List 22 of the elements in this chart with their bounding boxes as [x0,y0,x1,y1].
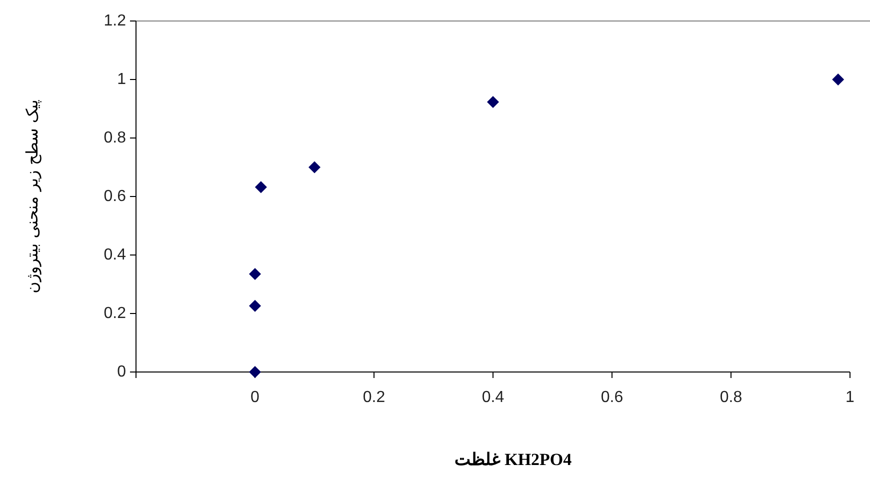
point [249,366,261,378]
y-tick-label: 0.8 [104,130,126,146]
point [254,181,267,194]
y-axis-title: پیک سطح زیر منحنی بیتروژن [22,100,42,294]
y-tick-label: 0.6 [104,188,126,205]
point [249,268,261,280]
y-tick-label: 0 [117,364,126,380]
y-tick-label: 1 [117,71,126,88]
x-tick-label: 0.6 [600,389,624,406]
x-axis-title: غلظت KH2PO4 [454,450,572,469]
y-tick-label: 0.2 [104,305,126,322]
point [249,300,261,312]
point [487,96,499,108]
x-tick-label: 0.2 [362,389,386,406]
x-tick-label: 0.8 [720,389,742,406]
x-tick-label: 0.4 [482,389,504,406]
point [832,74,844,86]
y-tick-label: 0.4 [104,246,126,264]
x-tick-label: 1 [846,389,855,406]
y-tick-label: 1.2 [104,12,126,30]
x-tick-label: 0 [250,389,260,406]
point [308,161,320,174]
